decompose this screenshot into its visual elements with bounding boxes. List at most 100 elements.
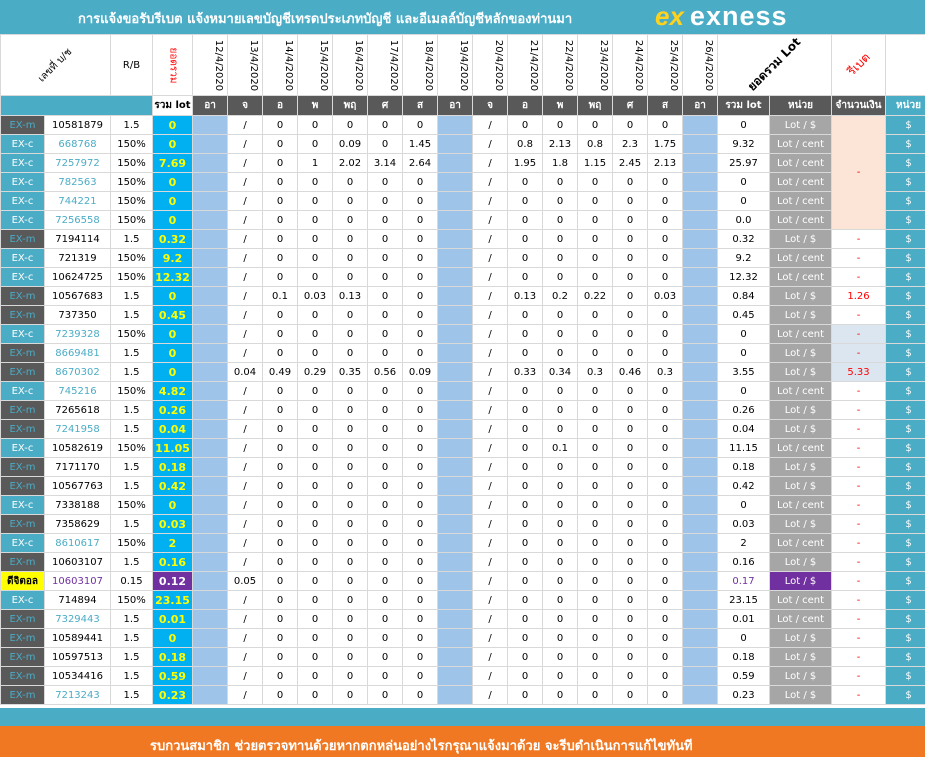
day-value: 0 [367, 495, 403, 515]
sum-lot: 0 [717, 172, 770, 192]
total-lot: 0.01 [152, 609, 193, 629]
amount-cell: - [831, 590, 886, 610]
currency-cell: $ [885, 191, 925, 211]
account-type: EX-c [0, 267, 45, 287]
day-value: 0 [262, 267, 298, 287]
total-lot: 0 [152, 324, 193, 344]
day-value: / [227, 628, 263, 648]
account-number: 737350 [44, 305, 111, 325]
day-value [682, 248, 718, 268]
day-value: 0 [507, 343, 543, 363]
day-value: 0 [367, 438, 403, 458]
total-lot: 0 [152, 172, 193, 192]
day-value [192, 552, 228, 572]
day-value: 0 [332, 590, 368, 610]
day-value: 0.34 [542, 362, 578, 382]
day-value: 0 [332, 248, 368, 268]
day-value: 0 [577, 590, 613, 610]
day-value: 0 [647, 172, 683, 192]
day-value: 0 [262, 381, 298, 401]
day-value: 0 [402, 628, 438, 648]
unit-cell: Lot / $ [769, 286, 832, 306]
day-value: 0 [647, 343, 683, 363]
day-value [192, 172, 228, 192]
day-11: พฤ [577, 95, 613, 116]
col-rebate-header: รีเบต [831, 34, 886, 96]
day-value: 2.13 [647, 153, 683, 173]
day-value: 0 [262, 552, 298, 572]
currency-cell: $ [885, 172, 925, 192]
account-type: EX-m [0, 647, 45, 667]
account-number: 10603107 [44, 571, 111, 591]
day-value: / [227, 381, 263, 401]
day-value: 0.13 [332, 286, 368, 306]
day-value: 0.33 [507, 362, 543, 382]
account-type: EX-c [0, 191, 45, 211]
day-value [682, 647, 718, 667]
day-value: 0 [647, 628, 683, 648]
day-value [437, 229, 473, 249]
day-value [192, 248, 228, 268]
account-number: 7358629 [44, 514, 111, 534]
day-value: 0 [297, 552, 333, 572]
day-value: 0 [507, 210, 543, 230]
day-value [437, 514, 473, 534]
amount-cell: - [831, 400, 886, 420]
day-value: 0 [542, 647, 578, 667]
day-value: 0 [402, 419, 438, 439]
account-number: 10567763 [44, 476, 111, 496]
amount-cell: - [831, 666, 886, 686]
account-number: 7338188 [44, 495, 111, 515]
day-10: พ [542, 95, 578, 116]
day-value: 0 [542, 590, 578, 610]
unit-cell: Lot / cent [769, 609, 832, 629]
day-value: 0 [262, 438, 298, 458]
date-label-0: 12/4/2020 [213, 39, 225, 91]
table-row: EX-c 7256558 150% 0/0 0 0 0 0/0 0 0 0 0 0.0 Lot / cen… [0, 210, 925, 230]
day-value: 0 [612, 248, 648, 268]
day-value: 0 [507, 590, 543, 610]
day-value: 0 [332, 438, 368, 458]
day-value: 0 [577, 571, 613, 591]
date-header-5: 17/4/2020 [367, 34, 403, 96]
sum-lot: 0 [717, 381, 770, 401]
day-value: 0 [367, 457, 403, 477]
day-value: / [227, 457, 263, 477]
day-value: 0 [402, 210, 438, 230]
day-value: 0 [542, 400, 578, 420]
day-value: / [227, 666, 263, 686]
sub-unit-2: หน่วย [885, 95, 925, 116]
day-value: 0 [507, 609, 543, 629]
day-value: 2.45 [612, 153, 648, 173]
day-value: / [472, 571, 508, 591]
rb-value: 150% [110, 438, 153, 458]
date-label-9: 21/4/2020 [528, 39, 540, 91]
account-number: 10581879 [44, 115, 111, 135]
day-value: 0 [402, 438, 438, 458]
unit-cell: Lot / $ [769, 229, 832, 249]
day-value: 0 [402, 400, 438, 420]
day-value: 0 [297, 191, 333, 211]
day-value: 0 [402, 286, 438, 306]
sum-lot: 0.16 [717, 552, 770, 572]
day-value: 0 [542, 343, 578, 363]
day-value [682, 172, 718, 192]
total-lot: 4.82 [152, 381, 193, 401]
unit-cell: Lot / $ [769, 571, 832, 591]
day-value: 0 [577, 305, 613, 325]
day-value: 0 [542, 628, 578, 648]
amount-cell: - [831, 381, 886, 401]
day-value: 0 [297, 400, 333, 420]
day-value [192, 400, 228, 420]
day-value: / [472, 115, 508, 135]
unit-cell: Lot / $ [769, 476, 832, 496]
day-value: 0 [577, 533, 613, 553]
day-value: 0 [612, 229, 648, 249]
unit-cell: Lot / $ [769, 666, 832, 686]
day-value: 0 [612, 115, 648, 135]
day-value: 0 [507, 476, 543, 496]
day-value: / [472, 514, 508, 534]
date-header-4: 16/4/2020 [332, 34, 368, 96]
date-header-2: 14/4/2020 [262, 34, 298, 96]
day-value: 0 [647, 267, 683, 287]
